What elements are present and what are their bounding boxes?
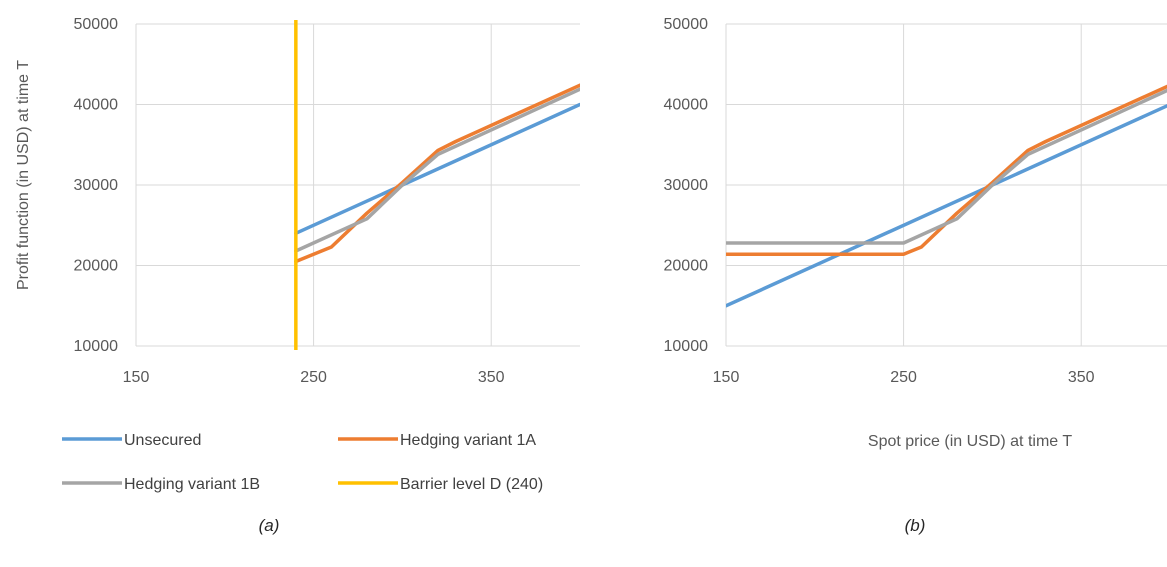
series-line-unsecured: [726, 103, 1167, 308]
series-line-hedging-variant-1a: [294, 83, 580, 264]
x-tick-label: 250: [300, 369, 327, 386]
series-line-unsecured: [294, 102, 580, 236]
legend-label: Hedging variant 1A: [400, 432, 536, 449]
x-tick-label: 250: [890, 369, 917, 386]
caption-a: (a): [259, 516, 280, 535]
y-tick-label: 50000: [74, 16, 119, 33]
legend-label: Unsecured: [124, 432, 201, 449]
x-axis-label: Spot price (in USD) at time T: [868, 433, 1072, 450]
y-axis-label: Profit function (in USD) at time T: [15, 60, 32, 290]
chart-b: 10000 20000 30000 40000 50000 150 250 350 Spot p…: [664, 16, 1167, 450]
series-line-hedging-variant-1b: [294, 87, 580, 253]
y-tick-label: 20000: [664, 258, 709, 275]
x-tick-label: 150: [123, 369, 150, 386]
legend-label: Hedging variant 1B: [124, 476, 260, 493]
legend-label: Barrier level D (240): [400, 476, 543, 493]
legend: Unsecured Hedging variant 1A Hedging varia…: [62, 432, 543, 493]
x-tick-label: 150: [713, 369, 740, 386]
y-tick-label: 40000: [664, 97, 709, 114]
y-tick-label: 10000: [74, 338, 119, 355]
y-tick-label: 20000: [74, 258, 119, 275]
y-tick-label: 10000: [664, 338, 709, 355]
y-tick-label: 30000: [664, 177, 709, 194]
chart-a: 10000 20000 30000 40000 50000 150 250 350 Profit…: [15, 16, 580, 386]
y-tick-label: 50000: [664, 16, 709, 33]
y-tick-label: 40000: [74, 97, 119, 114]
caption-b: (b): [905, 516, 926, 535]
y-tick-label: 30000: [74, 177, 119, 194]
x-tick-label: 350: [478, 369, 505, 386]
series-line-hedging-variant-1a: [726, 84, 1167, 256]
x-tick-label: 350: [1068, 369, 1095, 386]
series-line-hedging-variant-1b: [726, 88, 1167, 245]
